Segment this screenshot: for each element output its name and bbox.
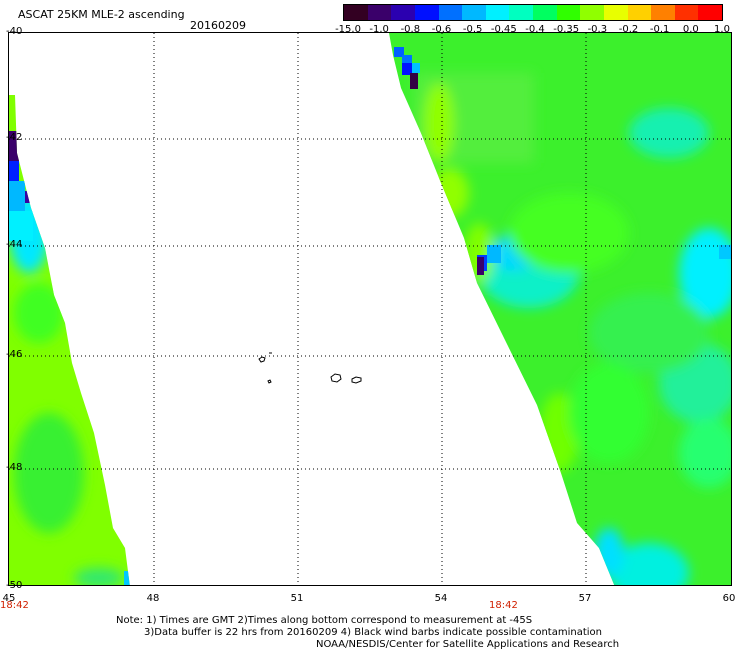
lat-label: -50 <box>6 580 23 591</box>
graticule <box>9 33 731 585</box>
lat-label: -42 <box>6 132 23 143</box>
colorbar-segment <box>509 5 533 20</box>
lon-label: 48 <box>146 593 160 604</box>
colorbar-tick-label: -0.45 <box>490 24 517 35</box>
map-canvas <box>9 33 731 585</box>
colorbar-segment <box>698 5 722 20</box>
colorbar-segment <box>603 5 628 20</box>
colorbar-segment <box>674 5 699 20</box>
colorbar-segment <box>344 5 368 20</box>
colorbar-tick-label: -0.8 <box>400 24 421 35</box>
colorbar-tick-label: -0.4 <box>525 24 545 35</box>
footnote-line2: 3)Data buffer is 22 hrs from 20160209 4)… <box>144 627 602 638</box>
lon-label: 45 <box>2 593 16 604</box>
lon-label: 51 <box>290 593 304 604</box>
colorbar-segment <box>627 5 652 20</box>
map-title: ASCAT 25KM MLE-2 ascending <box>18 8 185 21</box>
colorbar-labels: -15.0 -1.0 -0.8 -0.6 -0.5 -0.45 -0.4 -0.35 -0.3-… <box>330 24 730 38</box>
map-date: 20160209 <box>190 19 246 32</box>
colorbar <box>343 4 723 21</box>
footnote-line1: Note: 1) Times are GMT 2)Times along bot… <box>116 615 533 626</box>
colorbar-segment <box>556 5 581 20</box>
swath-time-left: 18:42 <box>0 600 29 611</box>
colorbar-tick-label: -0.1 <box>649 24 670 35</box>
lat-label: -44 <box>6 239 23 250</box>
lon-label: 57 <box>578 593 592 604</box>
colorbar-segment <box>485 5 510 20</box>
colorbar-tick-label: 1.0 <box>714 24 730 35</box>
colorbar-tick-label: -1.0 <box>369 24 389 35</box>
colorbar-tick-label: -0.3 <box>587 24 608 35</box>
colorbar-segment <box>414 5 439 20</box>
colorbar-segment <box>462 5 486 20</box>
colorbar-segment <box>438 5 463 20</box>
footnote-credit: NOAA/NESDIS/Center for Satellite Applica… <box>316 639 620 650</box>
colorbar-tick-label: 0.0 <box>682 24 699 35</box>
lat-label: -48 <box>6 462 23 473</box>
colorbar-segment <box>367 5 392 20</box>
lat-label: -40 <box>6 26 23 37</box>
colorbar-segment <box>533 5 557 20</box>
island-outlines <box>258 352 362 384</box>
lon-label: 60 <box>722 593 736 604</box>
map-plot <box>8 32 732 586</box>
left-swath <box>9 95 130 585</box>
colorbar-segment <box>391 5 415 20</box>
colorbar-segment <box>651 5 675 20</box>
right-swath <box>389 33 731 585</box>
lon-label: 54 <box>434 593 448 604</box>
colorbar-segment <box>580 5 604 20</box>
swath-time-right: 18:42 <box>489 600 518 611</box>
colorbar-tick-label: -0.2 <box>618 24 639 35</box>
lat-label: -46 <box>6 349 23 360</box>
colorbar-tick-label: -15.0 <box>335 24 361 35</box>
colorbar-tick-label: -0.5 <box>462 24 483 35</box>
colorbar-tick-label: -0.6 <box>431 24 452 35</box>
colorbar-tick-label: -0.35 <box>553 24 580 35</box>
